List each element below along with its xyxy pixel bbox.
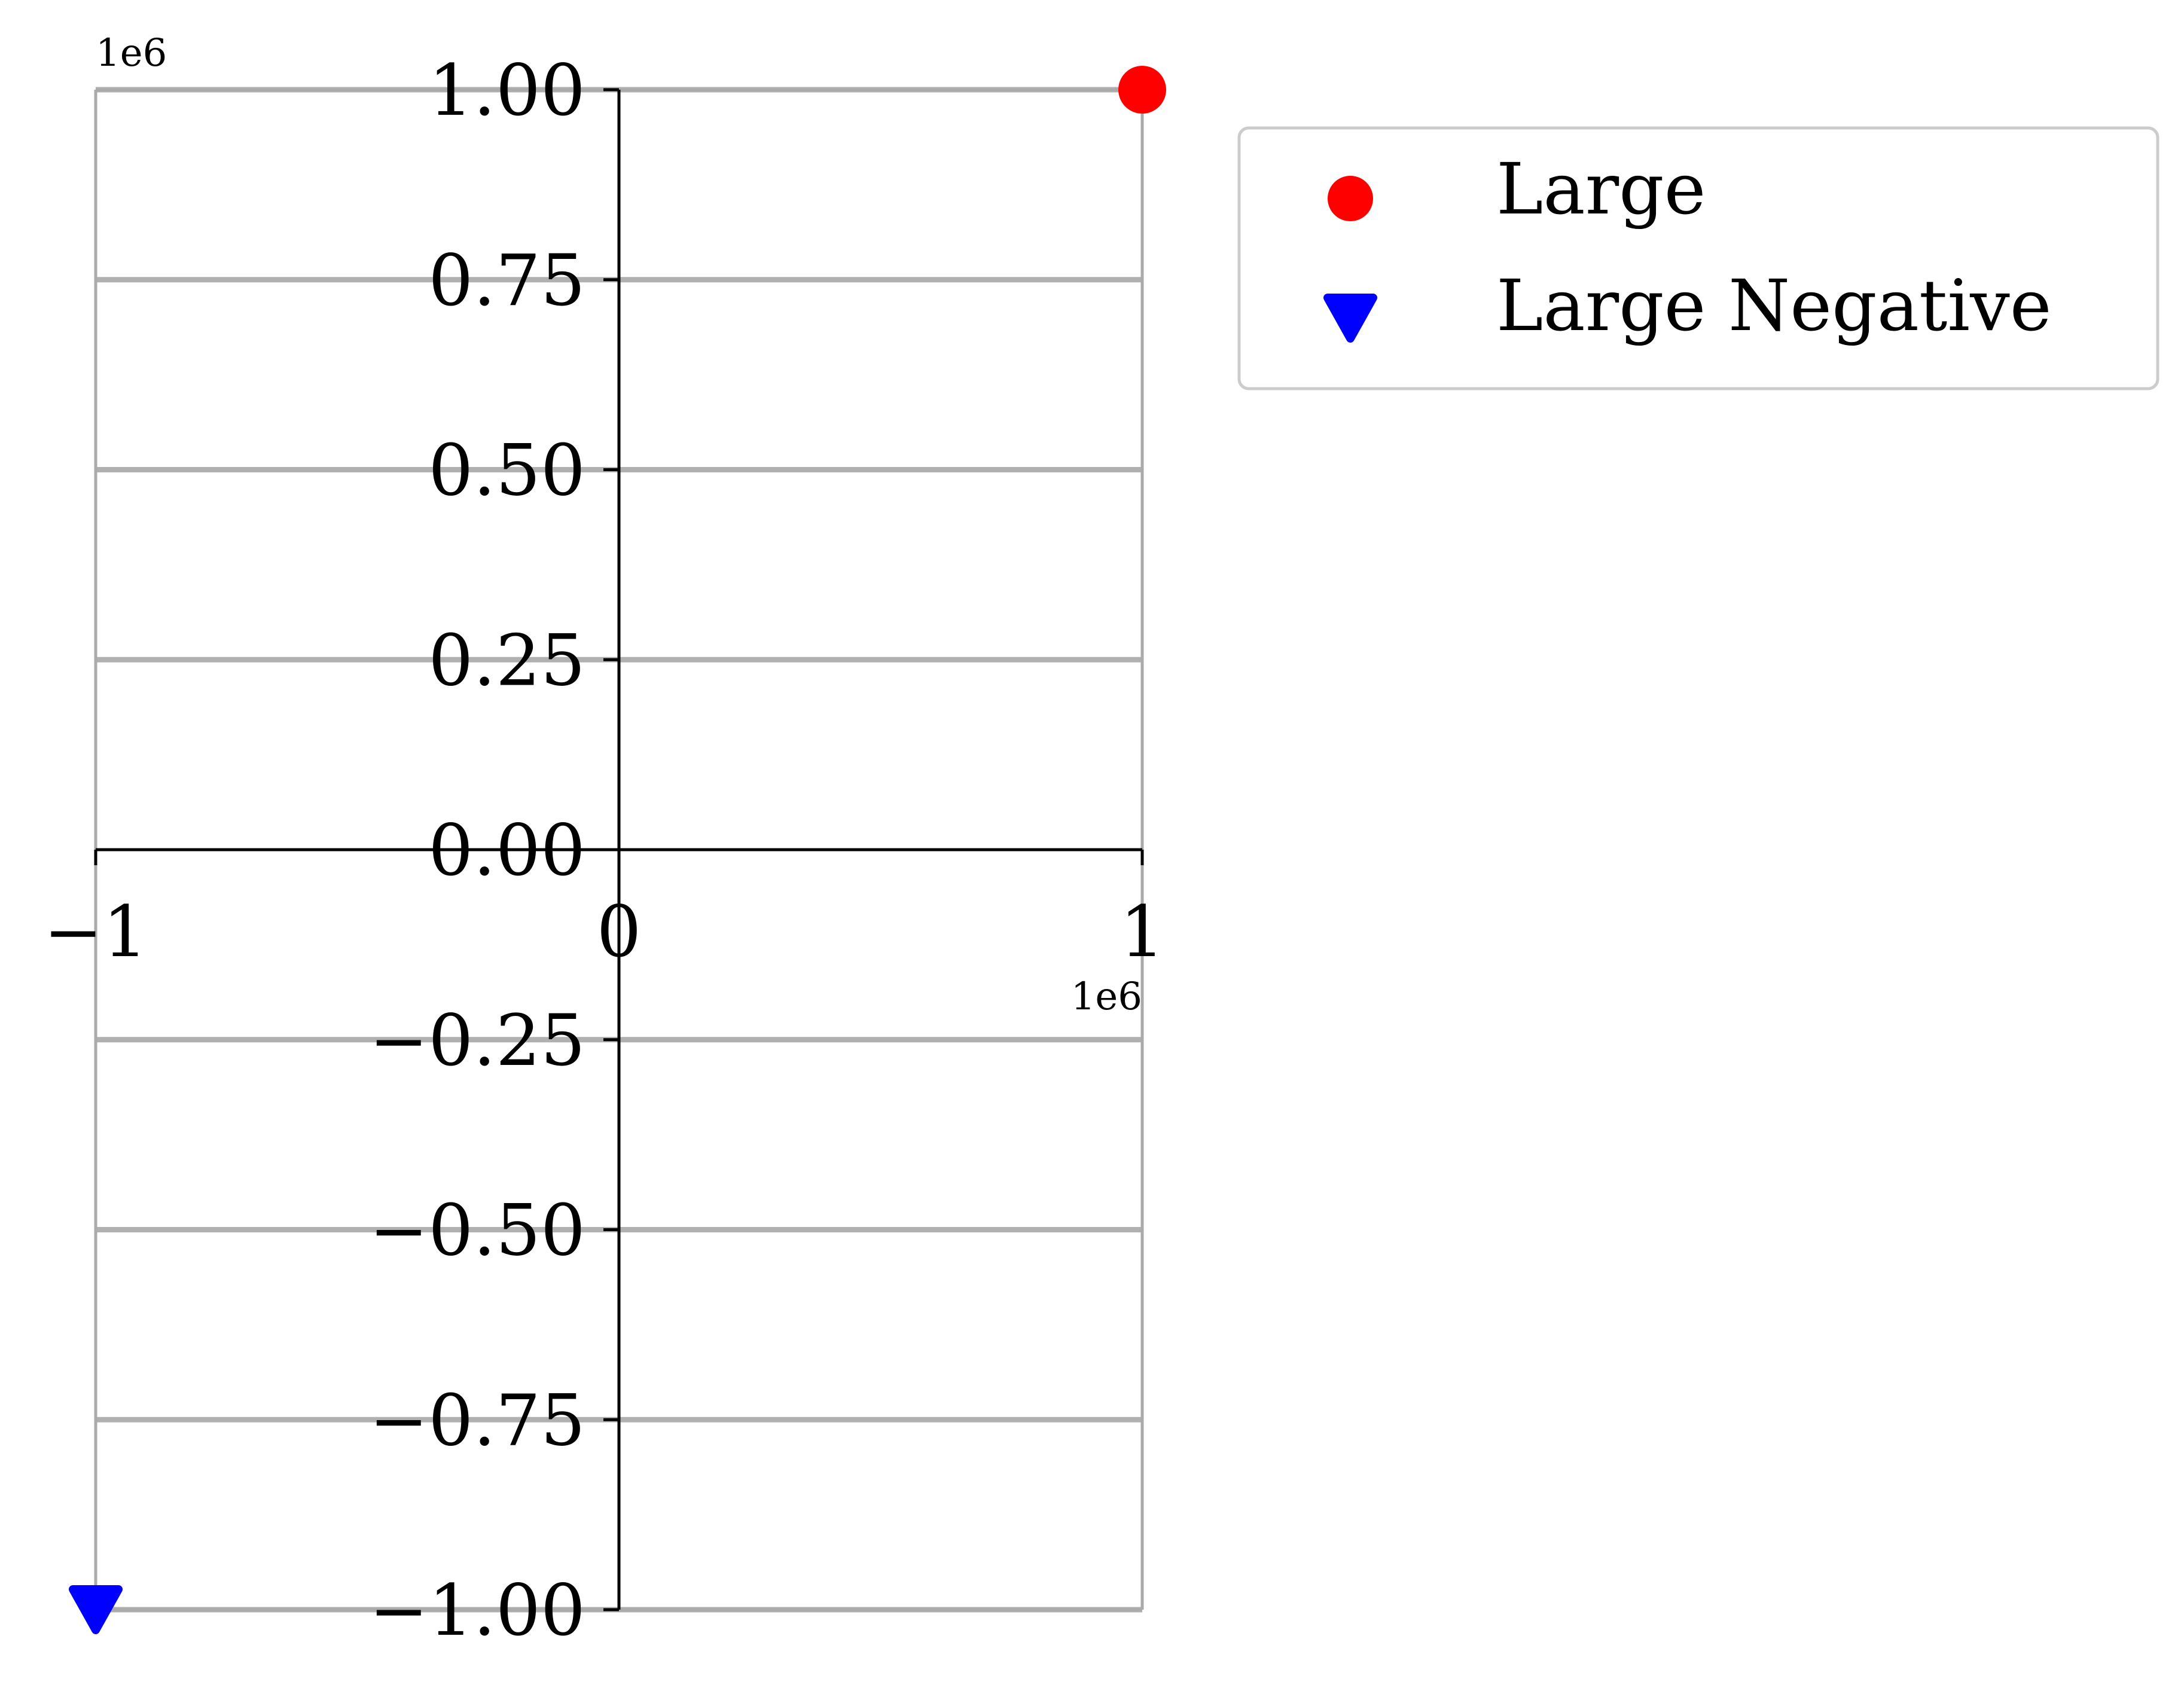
y-tick-label: −1.00 <box>369 1569 585 1652</box>
legend-box <box>1237 126 2159 390</box>
y-tick-label: −0.50 <box>369 1189 585 1272</box>
y-tick-label: 0.00 <box>428 809 585 892</box>
data-points <box>69 66 1166 1634</box>
legend-label-large-negative: Large Negative <box>1496 264 2052 347</box>
y-tick-label: 1.00 <box>428 49 585 132</box>
y-tick-label: 0.25 <box>428 619 585 701</box>
data-point-large-negative <box>69 1585 123 1634</box>
axes: 1.00 0.75 0.50 0.25 0.00 −0.25 −0.50 −0.75 −1.00… <box>44 49 1165 1652</box>
x-offset-label: 1e6 <box>1071 975 1142 1019</box>
y-tick-label: −0.75 <box>369 1379 585 1461</box>
legend-marker-large-negative <box>1323 294 1377 343</box>
y-tick-label: −0.25 <box>369 999 585 1082</box>
data-point-large <box>1118 66 1166 114</box>
y-offset-label: 1e6 <box>96 31 167 75</box>
legend-label-large: Large <box>1496 148 1706 230</box>
legend-marker-large <box>1328 176 1373 221</box>
x-tick-label: −1 <box>44 890 148 973</box>
x-tick-label: 1 <box>1120 890 1164 973</box>
y-tick-label: 0.50 <box>428 429 585 512</box>
legend: Large Large Negative <box>1237 126 2159 390</box>
y-tick-label: 0.75 <box>428 239 585 322</box>
x-tick-label: 0 <box>596 890 641 973</box>
